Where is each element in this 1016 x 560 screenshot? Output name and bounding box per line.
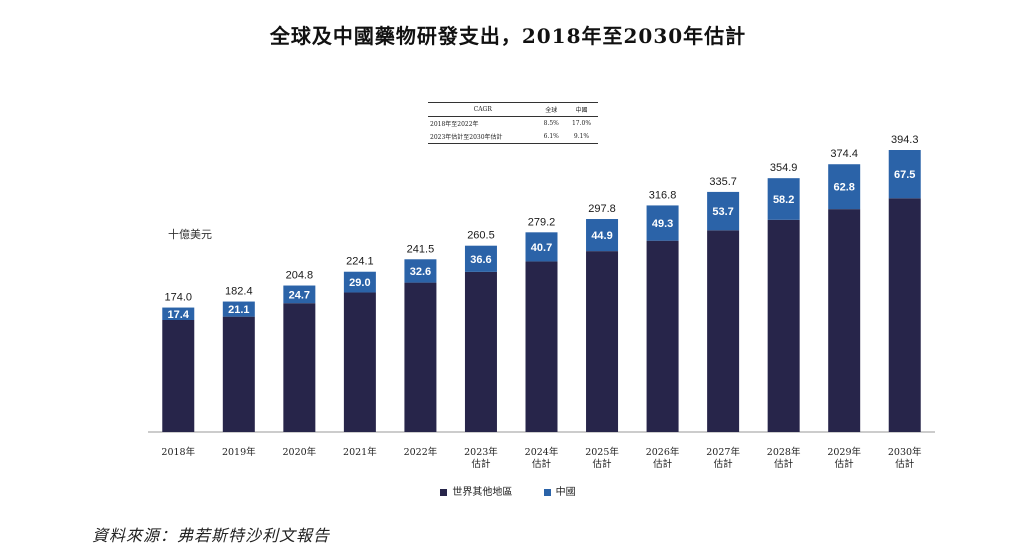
x-tick-label: 2028年 <box>767 446 801 458</box>
bar-rest-of-world <box>646 240 679 432</box>
bar-china <box>283 285 316 304</box>
x-tick-label: 估計 <box>714 458 734 470</box>
bar-rest-of-world <box>767 219 800 432</box>
bar-rest-of-world <box>222 316 255 432</box>
cagr-china-value: 17.0% <box>571 120 592 127</box>
legend-swatch-china <box>543 488 551 496</box>
cagr-row: 2018年至2022年 8.5% 17.0% <box>428 117 598 131</box>
bar-rest-of-world <box>162 320 195 432</box>
x-tick-label: 2027年 <box>706 446 740 458</box>
x-tick-label: 估計 <box>532 458 552 470</box>
legend-label: 中國 <box>555 487 576 498</box>
x-tick-label: 2025年 <box>585 446 619 458</box>
data-label-china: 58.2 <box>773 194 794 206</box>
data-label-china: 49.3 <box>652 218 673 230</box>
cagr-global-value: 6.1% <box>537 130 565 144</box>
bar-rest-of-world <box>828 209 861 432</box>
bar-china <box>646 205 679 241</box>
legend-item-china: 中國 <box>543 483 576 498</box>
data-label-total: 374.4 <box>830 148 858 160</box>
bar-china <box>525 232 558 262</box>
data-label-china: 32.6 <box>410 266 431 278</box>
data-label-total: 335.7 <box>709 176 737 188</box>
data-label-total: 316.8 <box>649 189 677 201</box>
cagr-header-global: 全球 <box>537 102 565 117</box>
x-tick-label: 估計 <box>593 458 613 470</box>
data-label-china: 40.7 <box>531 242 552 254</box>
legend-swatch-rest-of-world <box>440 488 448 496</box>
cagr-table: CAGR 全球 中國 2018年至2022年 8.5% 17.0% 2023年估… <box>428 102 598 144</box>
data-label-total: 394.3 <box>891 134 919 146</box>
bar-china <box>767 178 800 220</box>
source-note: 資料來源：弗若斯特沙利文報告 <box>92 526 331 545</box>
x-tick-label: 估計 <box>774 458 794 470</box>
bar-china <box>888 150 921 199</box>
x-tick-label: 2022年 <box>404 446 438 458</box>
data-label-china: 67.5 <box>894 169 915 181</box>
cagr-header-label: CAGR <box>428 102 538 117</box>
data-label-total: 224.1 <box>346 256 374 268</box>
x-tick-label: 2029年 <box>827 446 861 458</box>
x-tick-label: 估計 <box>653 458 673 470</box>
data-label-total: 174.0 <box>165 292 193 304</box>
bar-rest-of-world <box>707 230 740 432</box>
bar-rest-of-world <box>464 271 497 432</box>
data-label-china: 62.8 <box>833 182 854 194</box>
data-label-china: 36.6 <box>470 254 491 266</box>
bar-china <box>343 271 376 293</box>
data-label-total: 241.5 <box>407 243 435 255</box>
x-tick-label: 2021年 <box>343 446 377 458</box>
bar-rest-of-world <box>343 292 376 432</box>
bar-rest-of-world <box>525 261 558 432</box>
x-tick-label: 估計 <box>895 458 915 470</box>
legend-label: 世界其他地區 <box>452 487 513 498</box>
bar-china <box>404 259 437 283</box>
bar-china <box>707 191 740 231</box>
x-tick-label: 估計 <box>471 458 491 470</box>
cagr-header-row: CAGR 全球 中國 <box>428 102 598 117</box>
bar-rest-of-world <box>888 198 921 432</box>
x-tick-label: 2023年 <box>464 446 498 458</box>
x-tick-label: 2020年 <box>283 446 317 458</box>
cagr-row: 2023年估計至2030年估計 6.1% 9.1% <box>428 130 598 144</box>
data-label-china: 24.7 <box>289 289 310 301</box>
data-label-total: 297.8 <box>588 203 616 215</box>
data-label-china: 44.9 <box>591 230 612 242</box>
x-tick-label: 2024年 <box>525 446 559 458</box>
x-tick-label: 2030年 <box>888 446 922 458</box>
bar-rest-of-world <box>586 251 619 432</box>
legend: 世界其他地區 中國 <box>0 483 1016 498</box>
data-label-total: 279.2 <box>528 216 556 228</box>
x-tick-label: 2019年 <box>222 446 256 458</box>
data-label-total: 182.4 <box>225 286 253 298</box>
bar-rest-of-world <box>283 303 316 432</box>
legend-item-rest-of-world: 世界其他地區 <box>440 483 512 498</box>
chart-title: 全球及中國藥物研發支出，2018年至2030年估計 <box>269 24 747 48</box>
bar-china <box>586 219 619 252</box>
cagr-period: 2023年估計至2030年估計 <box>428 130 538 144</box>
cagr-period: 2018年至2022年 <box>430 121 479 128</box>
x-tick-label: 2026年 <box>646 446 680 458</box>
cagr-global-value: 8.5% <box>543 120 559 127</box>
data-label-total: 204.8 <box>286 270 314 282</box>
data-label-china: 17.4 <box>168 309 190 321</box>
data-label-total: 354.9 <box>770 162 798 174</box>
cagr-header-china: 中國 <box>565 102 598 117</box>
bar-china <box>464 245 497 272</box>
unit-label: 十億美元 <box>168 228 212 241</box>
data-label-total: 260.5 <box>467 230 495 242</box>
data-label-china: 29.0 <box>349 277 370 289</box>
bar-china <box>162 307 195 321</box>
cagr-china-value: 9.1% <box>565 130 598 144</box>
data-label-china: 21.1 <box>228 304 249 316</box>
bar-china <box>222 301 255 317</box>
data-label-china: 53.7 <box>712 206 733 218</box>
bar-china <box>828 164 861 210</box>
x-tick-label: 2018年 <box>161 446 195 458</box>
bar-rest-of-world <box>404 282 437 432</box>
x-tick-label: 估計 <box>835 458 855 470</box>
